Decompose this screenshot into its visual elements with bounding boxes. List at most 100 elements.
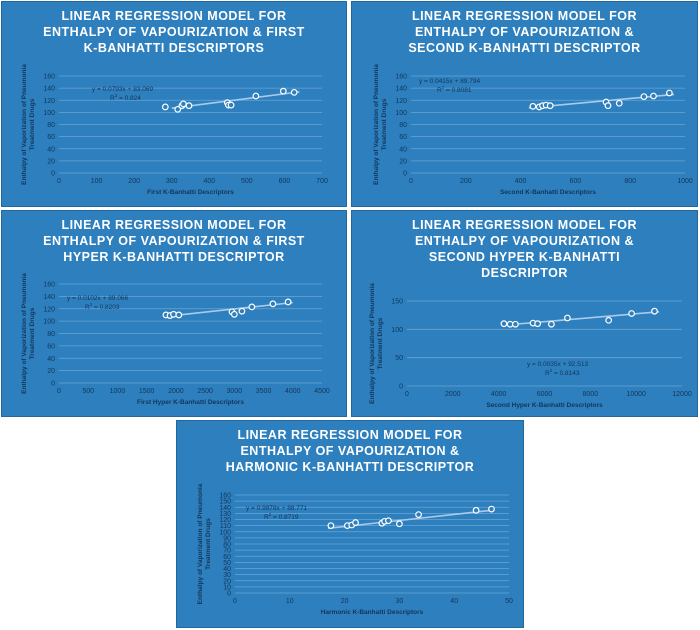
y-axis-label: Treatment Drugs bbox=[205, 518, 212, 570]
chart-title-line: SECOND K-BANHATTI DESCRIPTOR bbox=[408, 41, 641, 55]
r-squared-superscript: 2 bbox=[442, 85, 445, 90]
x-axis-label: Second K-Banhatti Descriptors bbox=[500, 189, 596, 196]
y-tick-label: 40 bbox=[399, 146, 407, 153]
x-tick-label: 40 bbox=[450, 598, 458, 605]
data-point bbox=[185, 102, 193, 110]
data-point bbox=[284, 298, 292, 306]
y-tick-label: 0 bbox=[403, 171, 407, 178]
x-tick-label: 10000 bbox=[626, 391, 646, 398]
x-tick-label: 400 bbox=[203, 178, 215, 185]
chart-title-line: ENTHALPY OF VAPOURIZATION & FIRST bbox=[43, 25, 305, 39]
y-tick-label: 60 bbox=[47, 343, 55, 350]
y-tick-label: 120 bbox=[219, 517, 231, 524]
data-point bbox=[252, 92, 260, 100]
data-point bbox=[227, 101, 235, 109]
chart-title-line: SECOND HYPER K-BANHATTI bbox=[428, 250, 621, 264]
chart-title-line: LINEAR REGRESSION MODEL FOR bbox=[61, 9, 287, 23]
data-point bbox=[640, 93, 648, 101]
regression-equation: y = 0.0035x + 92.513 bbox=[527, 361, 588, 368]
y-tick-label: 70 bbox=[223, 548, 231, 555]
y-tick-label: 10 bbox=[223, 584, 231, 591]
chart-plot: 0102030405060708090100110120130140150160… bbox=[197, 483, 513, 616]
y-tick-label: 0 bbox=[399, 384, 403, 391]
x-tick-label: 0 bbox=[57, 388, 61, 395]
x-tick-label: 1000 bbox=[110, 388, 126, 395]
r-squared-value: = 0.8203 bbox=[92, 304, 120, 311]
x-axis-label: Second Hyper K-Banhatti Descriptors bbox=[486, 402, 603, 409]
x-tick-label: 1000 bbox=[677, 178, 693, 185]
data-point bbox=[650, 92, 657, 100]
y-tick-label: 30 bbox=[223, 572, 231, 579]
regression-equation: y = 0.0102x + 89.066 bbox=[67, 295, 128, 302]
r-squared-superscript: 2 bbox=[90, 302, 93, 307]
x-tick-label: 3000 bbox=[227, 388, 243, 395]
x-tick-label: 500 bbox=[241, 178, 253, 185]
y-tick-label: 140 bbox=[395, 86, 407, 93]
y-tick-label: 160 bbox=[395, 74, 407, 81]
x-tick-label: 600 bbox=[570, 178, 582, 185]
x-tick-label: 8000 bbox=[583, 391, 599, 398]
x-tick-label: 0 bbox=[233, 598, 237, 605]
y-tick-label: 100 bbox=[219, 529, 231, 536]
chart-title-line: LINEAR REGRESSION MODEL FOR bbox=[411, 9, 638, 23]
x-tick-label: 600 bbox=[279, 178, 291, 185]
data-point bbox=[179, 100, 187, 108]
chart-plot: 0 20 40 60 80 100 120 140 160 0 200 400 600 800 1000 Se… bbox=[373, 64, 693, 196]
y-tick-label: 80 bbox=[47, 122, 55, 129]
y-tick-label: 20 bbox=[399, 158, 407, 165]
data-point bbox=[327, 522, 335, 530]
data-point bbox=[385, 517, 392, 525]
r-squared-label: R2 = 0.8081 bbox=[437, 85, 472, 94]
x-tick-label: 0 bbox=[409, 178, 413, 185]
x-tick-label: 2000 bbox=[168, 388, 184, 395]
x-tick-label: 2000 bbox=[445, 391, 461, 398]
chart-plot: 0 50 100 150 0 2000 4000 6000 8000 10000 12000 Seco… bbox=[369, 283, 692, 409]
r-squared-symbol: R bbox=[437, 87, 442, 94]
x-tick-label: 10 bbox=[286, 598, 294, 605]
x-axis-label: Harmonic K-Banhatti Descriptors bbox=[321, 609, 424, 616]
y-tick-label: 90 bbox=[223, 535, 231, 542]
y-tick-label: 50 bbox=[223, 560, 231, 567]
r-squared-symbol: R bbox=[545, 370, 550, 377]
chart-title: LINEAR REGRESSION MODEL FOR ENTHALPY OF … bbox=[177, 427, 523, 475]
data-point bbox=[511, 320, 519, 328]
r-squared-symbol: R bbox=[264, 514, 269, 521]
y-tick-label: 50 bbox=[395, 355, 403, 362]
r-squared-value: = 0.8143 bbox=[552, 370, 580, 377]
regression-equation: y = 0.0415x + 89.794 bbox=[419, 78, 480, 85]
chart-title-line: HARMONIC K-BANHATTI DESCRIPTOR bbox=[225, 460, 475, 474]
data-point bbox=[564, 314, 571, 322]
data-point bbox=[665, 89, 673, 97]
r-squared-value: = 0.8081 bbox=[444, 87, 472, 94]
data-point bbox=[395, 520, 403, 528]
x-axis-label: First K-Banhatti Descriptors bbox=[147, 189, 234, 196]
y-axis-label: Treatment Drugs bbox=[377, 317, 384, 369]
r-squared-superscript: 2 bbox=[550, 368, 553, 373]
data-point bbox=[230, 310, 238, 318]
chart-title-line: K-BANHATTI DESCRIPTORS bbox=[83, 41, 265, 55]
x-tick-label: 100 bbox=[91, 178, 103, 185]
trendline bbox=[171, 91, 300, 109]
y-tick-label: 40 bbox=[223, 566, 231, 573]
y-axis-label: Treatment Drugs bbox=[29, 98, 36, 150]
chart-title: LINEAR REGRESSION MODEL FOR ENTHALPY OF … bbox=[2, 217, 346, 265]
r-squared-symbol: R bbox=[110, 95, 115, 102]
chart-title-line: ENTHALPY OF VAPOURIZATION & bbox=[414, 234, 635, 248]
y-axis-label: Enthalpy of Vaporization of Pneumonia bbox=[197, 483, 204, 604]
chart-panel-5: LINEAR REGRESSION MODEL FOR ENTHALPY OF … bbox=[176, 420, 524, 628]
chart-panel-2: LINEAR REGRESSION MODEL FOR ENTHALPY OF … bbox=[351, 1, 698, 207]
data-point bbox=[488, 505, 495, 513]
y-tick-label: 120 bbox=[43, 306, 55, 313]
y-tick-label: 80 bbox=[223, 542, 231, 549]
x-tick-label: 4000 bbox=[285, 388, 301, 395]
y-tick-label: 120 bbox=[43, 98, 55, 105]
plot-area bbox=[407, 301, 682, 386]
data-point bbox=[604, 102, 612, 110]
chart-panel-1: LINEAR REGRESSION MODEL FOR ENTHALPY OF … bbox=[1, 1, 347, 207]
y-tick-label: 150 bbox=[219, 499, 231, 506]
data-point bbox=[290, 88, 298, 96]
chart-plot: 0 20 40 60 80 100 120 140 160 0 500 1000 1500 2000 250… bbox=[21, 273, 330, 406]
regression-equation: y = 0.9878x + 88.771 bbox=[246, 505, 307, 512]
x-tick-label: 200 bbox=[128, 178, 140, 185]
data-point bbox=[238, 307, 246, 315]
